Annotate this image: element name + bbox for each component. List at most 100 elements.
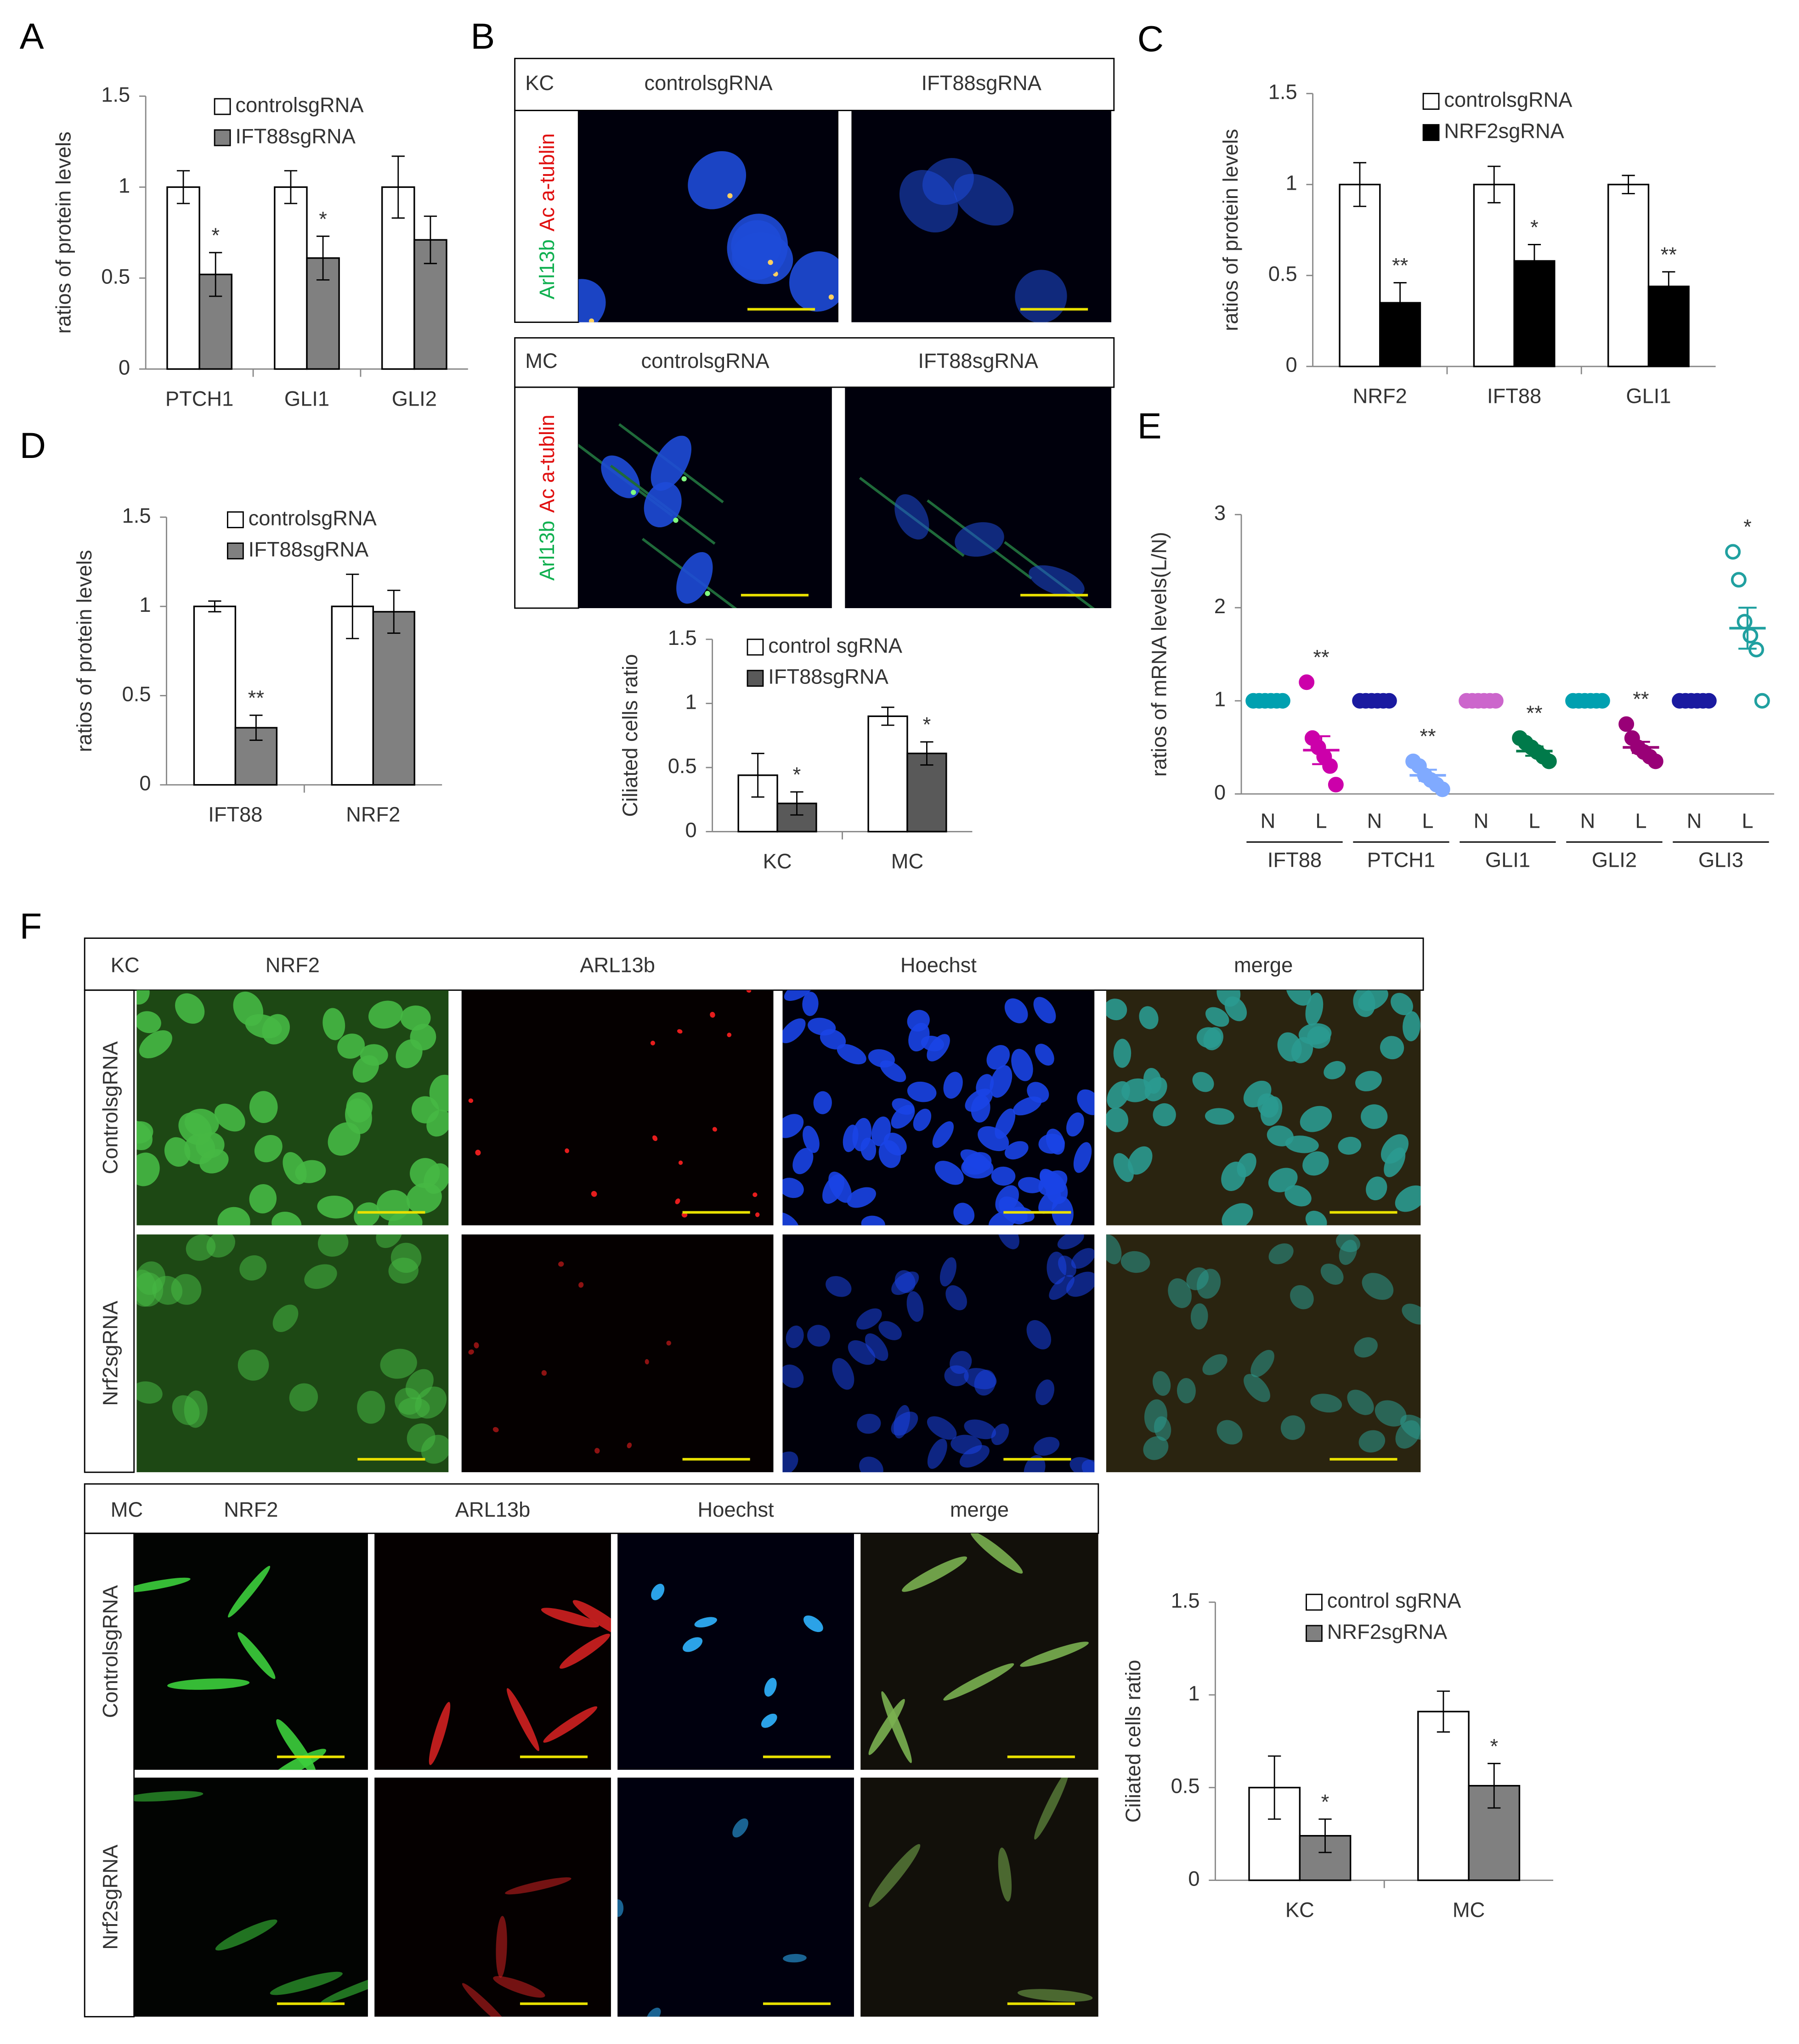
cell (1024, 1455, 1046, 1473)
micrograph (136, 1234, 449, 1473)
error-bar (424, 215, 437, 265)
error-bar (1662, 271, 1675, 302)
stain-name: Ac a-tublin (535, 133, 559, 232)
cell (591, 1191, 597, 1197)
significance: * (1530, 215, 1539, 239)
cell (943, 1663, 1014, 1701)
y-tick-label: 0 (1285, 353, 1297, 377)
stain-label: Arl13b Ac a-tublin (535, 415, 559, 581)
y-tick-label: 0.5 (122, 682, 151, 706)
cell (496, 1916, 507, 1978)
cell (565, 1148, 569, 1153)
stain-box (514, 110, 579, 323)
y-tick-label: 2 (1214, 594, 1226, 618)
cell (134, 1791, 204, 1802)
significance: * (793, 763, 801, 786)
cell (868, 1699, 905, 1755)
micrograph-bg (860, 1778, 1098, 2017)
micrograph-bg (845, 387, 1112, 608)
cell (1106, 1234, 1122, 1265)
cell (752, 1192, 758, 1197)
error-bar (249, 714, 263, 741)
cell (1354, 1337, 1378, 1358)
cell (746, 990, 752, 993)
y-axis-label: ratios of protein levels (52, 131, 75, 333)
cell (178, 1112, 212, 1145)
cell (891, 1271, 919, 1295)
cell (1203, 1027, 1223, 1050)
cell (991, 1423, 1009, 1445)
cell (322, 1008, 345, 1040)
error-bar (208, 600, 221, 613)
cell (136, 1121, 153, 1144)
cell (1035, 1044, 1054, 1066)
x-tick-label: GLI2 (392, 387, 437, 410)
cell (1355, 1071, 1382, 1091)
cell (1366, 1176, 1387, 1201)
cell (1066, 1271, 1095, 1297)
cell (493, 1976, 545, 1998)
x-tick-label: L (1528, 809, 1540, 833)
cell (782, 1451, 798, 1473)
cell-type: MC (525, 349, 557, 373)
cilium (828, 294, 834, 300)
cell (1307, 1026, 1331, 1049)
significance: * (1490, 1734, 1498, 1758)
cell (421, 1434, 449, 1464)
data-point (1742, 627, 1759, 644)
x-tick-label: KC (763, 849, 792, 873)
cell (317, 1196, 354, 1219)
cell (217, 1207, 250, 1225)
cell (1205, 1108, 1234, 1125)
micrograph-bg (617, 1533, 854, 1770)
cell (784, 990, 814, 1001)
cell (1277, 1032, 1302, 1062)
cell (997, 1234, 1019, 1249)
x-tick-label: L (1315, 809, 1327, 833)
cell (878, 1321, 902, 1340)
cell-type: KC (111, 954, 140, 977)
cell (468, 1098, 474, 1103)
cell (843, 1124, 859, 1152)
cell (1152, 1371, 1171, 1396)
y-tick-label: 1 (685, 690, 697, 713)
legend-swatch (1422, 93, 1440, 110)
cell (676, 552, 713, 604)
x-tick-label: L (1635, 809, 1646, 833)
micrograph (134, 1533, 368, 1770)
x-tick-label: MC (891, 849, 923, 873)
error-bar (1488, 165, 1501, 203)
micrograph (578, 387, 832, 608)
cell (650, 1040, 656, 1045)
y-axis-label: ratios of protein levels (1219, 129, 1242, 331)
cell (1286, 990, 1312, 1006)
micrograph (617, 1778, 854, 2017)
bar (906, 752, 947, 833)
y-tick-label: 1 (119, 174, 130, 197)
cell (710, 1011, 715, 1018)
cell (1018, 1177, 1044, 1193)
error-bar (1527, 244, 1541, 278)
cell (894, 494, 929, 540)
column-title: controlsgRNA (641, 349, 769, 373)
legend-label: IFT88sgRNA (768, 665, 888, 689)
cell (249, 1091, 278, 1124)
significance: * (211, 224, 220, 247)
cell (1035, 1379, 1055, 1406)
cell (792, 1148, 814, 1174)
legend-swatch (1422, 124, 1440, 141)
cell (1358, 1430, 1386, 1453)
cell (171, 1274, 202, 1305)
cell (943, 1072, 963, 1099)
column-title: merge (1234, 954, 1293, 977)
cell (1106, 1107, 1129, 1132)
cell (239, 1255, 267, 1281)
cell (1190, 1303, 1208, 1330)
error-bar (881, 706, 894, 726)
x-tick-label: KC (1285, 1898, 1314, 1921)
data-point (1754, 693, 1770, 709)
legend-label: controlsgRNA (235, 93, 364, 117)
cell (782, 1018, 806, 1044)
cell (254, 1135, 283, 1163)
row-title: ControlsgRNA (99, 1041, 122, 1174)
